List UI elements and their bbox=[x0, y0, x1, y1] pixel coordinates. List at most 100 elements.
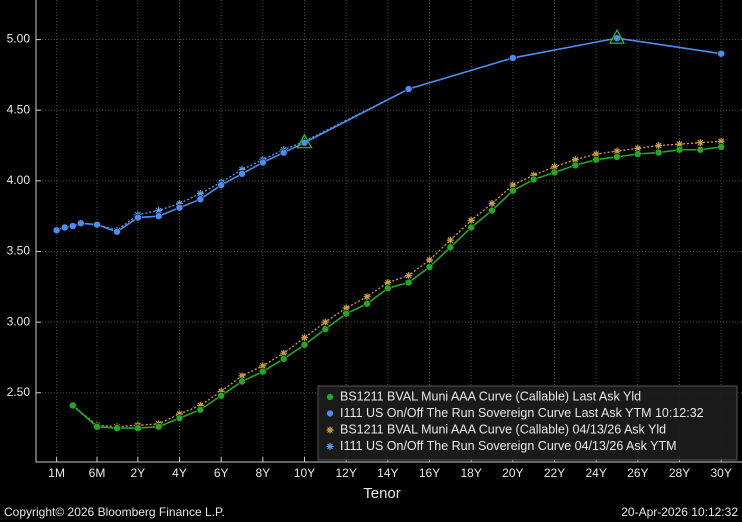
marker bbox=[717, 49, 725, 58]
marker bbox=[426, 256, 433, 264]
x-tick-label: 10Y bbox=[294, 466, 315, 480]
marker bbox=[613, 34, 621, 42]
marker bbox=[467, 223, 475, 232]
x-tick-label: 4Y bbox=[172, 466, 187, 480]
marker bbox=[634, 144, 642, 152]
marker bbox=[60, 223, 69, 232]
marker bbox=[155, 207, 163, 215]
legend-label: I111 US On/Off The Run Sovereign Curve L… bbox=[340, 406, 704, 420]
marker bbox=[509, 54, 517, 62]
marker bbox=[68, 401, 77, 410]
marker bbox=[384, 279, 392, 287]
marker bbox=[93, 220, 101, 229]
marker bbox=[446, 243, 455, 252]
marker bbox=[467, 216, 475, 224]
x-tick-label: 16Y bbox=[419, 466, 440, 480]
marker bbox=[551, 163, 558, 171]
marker bbox=[77, 219, 85, 228]
marker bbox=[571, 161, 580, 170]
marker bbox=[93, 422, 101, 431]
marker bbox=[550, 168, 559, 177]
y-tick-label: 3.00 bbox=[7, 314, 31, 328]
legend-label: I111 US On/Off The Run Sovereign Curve 0… bbox=[340, 439, 677, 453]
marker bbox=[217, 181, 225, 189]
marker bbox=[154, 422, 163, 431]
y-tick-label: 2.50 bbox=[7, 385, 31, 399]
marker bbox=[613, 153, 621, 161]
x-tick-label: 22Y bbox=[544, 466, 565, 480]
y-tick-label: 3.50 bbox=[7, 244, 31, 258]
marker bbox=[321, 325, 330, 333]
marker bbox=[217, 387, 225, 395]
highlight-triangle bbox=[608, 28, 626, 44]
marker bbox=[196, 195, 205, 204]
marker bbox=[113, 227, 121, 236]
marker bbox=[134, 424, 142, 432]
marker bbox=[425, 263, 434, 271]
marker bbox=[326, 443, 334, 450]
marker bbox=[196, 405, 205, 414]
x-tick-label: 2Y bbox=[130, 466, 145, 480]
marker bbox=[279, 355, 288, 363]
marker bbox=[446, 236, 454, 244]
marker bbox=[634, 150, 642, 158]
marker bbox=[571, 156, 579, 164]
marker bbox=[300, 138, 309, 147]
marker bbox=[717, 137, 725, 145]
marker bbox=[613, 147, 621, 155]
marker bbox=[279, 148, 288, 157]
marker bbox=[134, 213, 142, 222]
marker bbox=[509, 186, 517, 195]
marker bbox=[238, 377, 246, 386]
x-tick-label: 26Y bbox=[627, 466, 648, 480]
marker bbox=[259, 367, 267, 376]
marker bbox=[384, 284, 392, 293]
marker bbox=[696, 145, 705, 154]
copyright: Copyright© 2026 Bloomberg Finance L.P. bbox=[4, 505, 225, 519]
marker bbox=[717, 143, 725, 151]
marker bbox=[280, 349, 288, 357]
marker bbox=[196, 190, 204, 198]
marker bbox=[342, 309, 350, 318]
x-tick-label: 6M bbox=[89, 466, 106, 480]
marker bbox=[676, 140, 683, 148]
marker bbox=[592, 155, 600, 164]
marker bbox=[300, 340, 309, 349]
marker bbox=[655, 142, 663, 150]
marker bbox=[321, 318, 329, 326]
x-tick-label: 12Y bbox=[335, 466, 356, 480]
highlight-triangle bbox=[296, 133, 313, 149]
x-tick-label: 18Y bbox=[460, 466, 481, 480]
marker bbox=[488, 199, 496, 207]
x-tick-label: 24Y bbox=[585, 466, 606, 480]
marker bbox=[529, 175, 538, 184]
marker bbox=[259, 362, 267, 370]
x-tick-label: 30Y bbox=[710, 466, 731, 480]
marker bbox=[509, 181, 517, 189]
marker bbox=[175, 414, 184, 423]
marker bbox=[530, 171, 538, 179]
marker bbox=[405, 272, 413, 280]
legend: BS1211 BVAL Muni AAA Curve (Callable) La… bbox=[317, 385, 738, 461]
legend-box bbox=[317, 385, 738, 461]
marker bbox=[326, 409, 334, 418]
marker bbox=[404, 278, 413, 287]
y-tick-label: 4.50 bbox=[7, 102, 31, 116]
marker bbox=[301, 334, 308, 342]
x-tick-label: 6Y bbox=[214, 466, 229, 480]
x-tick-label: 14Y bbox=[377, 466, 398, 480]
marker bbox=[176, 199, 183, 207]
marker bbox=[696, 139, 704, 147]
marker bbox=[363, 293, 371, 301]
marker bbox=[176, 410, 183, 418]
marker bbox=[675, 145, 684, 154]
marker bbox=[363, 299, 371, 308]
marker bbox=[238, 169, 246, 178]
marker bbox=[113, 424, 121, 432]
marker bbox=[404, 85, 413, 93]
x-tick-label: 8Y bbox=[255, 466, 270, 480]
y-tick-label: 4.00 bbox=[7, 173, 31, 187]
marker bbox=[68, 222, 77, 230]
marker bbox=[175, 203, 184, 212]
